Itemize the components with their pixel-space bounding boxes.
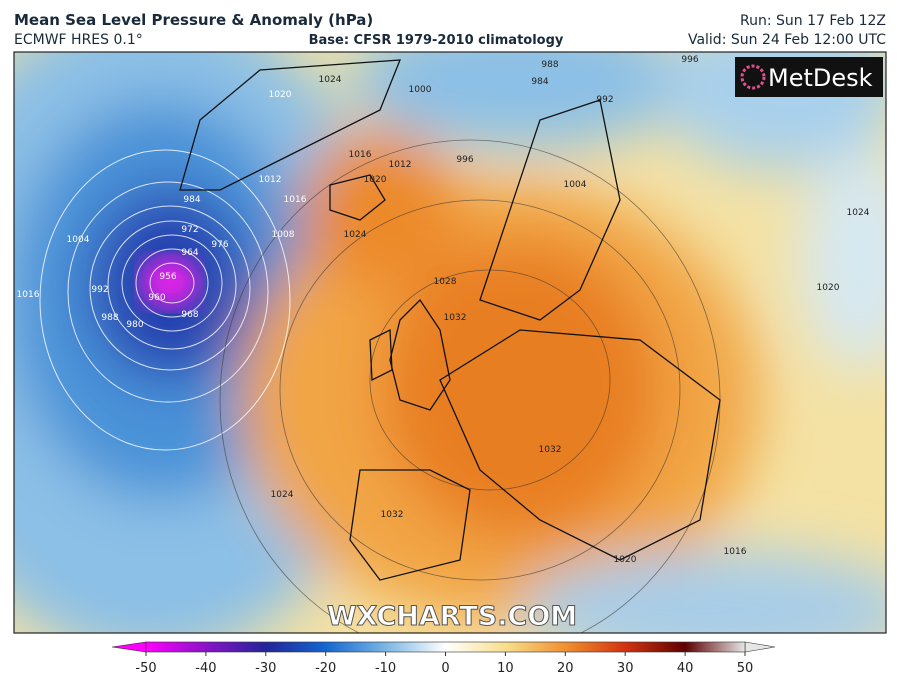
colorbar-tick-label: -10 xyxy=(375,661,396,676)
isobar-label: 1004 xyxy=(67,235,90,245)
isobar-label: 1020 xyxy=(364,175,387,185)
map: 1024102010161012102010241012101610081004… xyxy=(14,52,886,633)
colorbar-tick-label: -30 xyxy=(255,661,276,676)
isobar-label: 964 xyxy=(181,248,198,258)
isobar-label: 1032 xyxy=(381,510,404,520)
isobar-label: 1024 xyxy=(271,490,294,500)
colorbar-extend xyxy=(744,641,776,653)
isobar-label: 988 xyxy=(101,313,118,323)
colorbar: -50 -40 -30 -20 -10 0 10 20 30 40 50 xyxy=(111,641,776,676)
isobar-label: 956 xyxy=(159,272,176,282)
colorbar-tick-label: 0 xyxy=(441,661,449,676)
valid: Valid: Sun 24 Feb 12:00 UTC xyxy=(688,32,886,48)
isobar-label: 1032 xyxy=(539,445,562,455)
isobar-label: 984 xyxy=(531,77,548,87)
title: Mean Sea Level Pressure & Anomaly (hPa) xyxy=(14,11,373,29)
isobar-label: 984 xyxy=(183,195,200,205)
isobar-label: 1004 xyxy=(564,180,587,190)
colorbar-tick-label: 40 xyxy=(677,661,694,676)
colorbar-tick-label: 30 xyxy=(617,661,634,676)
isobar-label: 1016 xyxy=(17,290,40,300)
colorbar-gradient xyxy=(145,641,746,653)
isobar-label: 972 xyxy=(181,225,198,235)
colorbar-tick-label: -50 xyxy=(135,661,156,676)
isobar-label: 1024 xyxy=(344,230,367,240)
isobar-label: 1000 xyxy=(409,85,432,95)
isobar-label: 1020 xyxy=(817,283,840,293)
colorbar-tick-label: -20 xyxy=(315,661,336,676)
watermark: WXCHARTS.COM xyxy=(327,601,577,632)
isobar-label: 968 xyxy=(181,310,198,320)
isobar-label: 1020 xyxy=(269,90,292,100)
isobar-label: 980 xyxy=(126,320,143,330)
isobar-label: 976 xyxy=(211,240,228,250)
isobar-label: 1008 xyxy=(272,230,295,240)
isobar-label: 1012 xyxy=(389,160,412,170)
model: ECMWF HRES 0.1° xyxy=(14,32,143,48)
isobar-label: 1012 xyxy=(259,175,282,185)
isobar-label: 1028 xyxy=(434,277,457,287)
base: Base: CFSR 1979-2010 climatology xyxy=(309,33,564,48)
colorbar-tick-label: -40 xyxy=(195,661,216,676)
isobar-label: 992 xyxy=(91,285,108,295)
isobar-label: 1024 xyxy=(847,208,870,218)
isobar-label: 1032 xyxy=(444,313,467,323)
isobar-labels: 1024102010161012102010241012101610081004… xyxy=(17,55,870,565)
isobar-label: 996 xyxy=(681,55,698,65)
colorbar-tick-label: 50 xyxy=(737,661,754,676)
isobar-label: 996 xyxy=(456,155,473,165)
colorbar-tick-label: 20 xyxy=(557,661,574,676)
logo: MetDesk xyxy=(768,64,873,92)
isobar-label: 1016 xyxy=(349,150,372,160)
isobar-label: 1024 xyxy=(319,75,342,85)
isobar-label: 1020 xyxy=(614,555,637,565)
isobar-label: 1016 xyxy=(724,547,747,557)
isobar-label: 992 xyxy=(596,95,613,105)
run: Run: Sun 17 Feb 12Z xyxy=(740,13,886,29)
isobar-label: 988 xyxy=(541,60,558,70)
isobar-label: 1016 xyxy=(284,195,307,205)
isobar-label: 960 xyxy=(148,293,165,303)
colorbar-tick-label: 10 xyxy=(497,661,514,676)
colorbar-extend xyxy=(111,641,147,653)
